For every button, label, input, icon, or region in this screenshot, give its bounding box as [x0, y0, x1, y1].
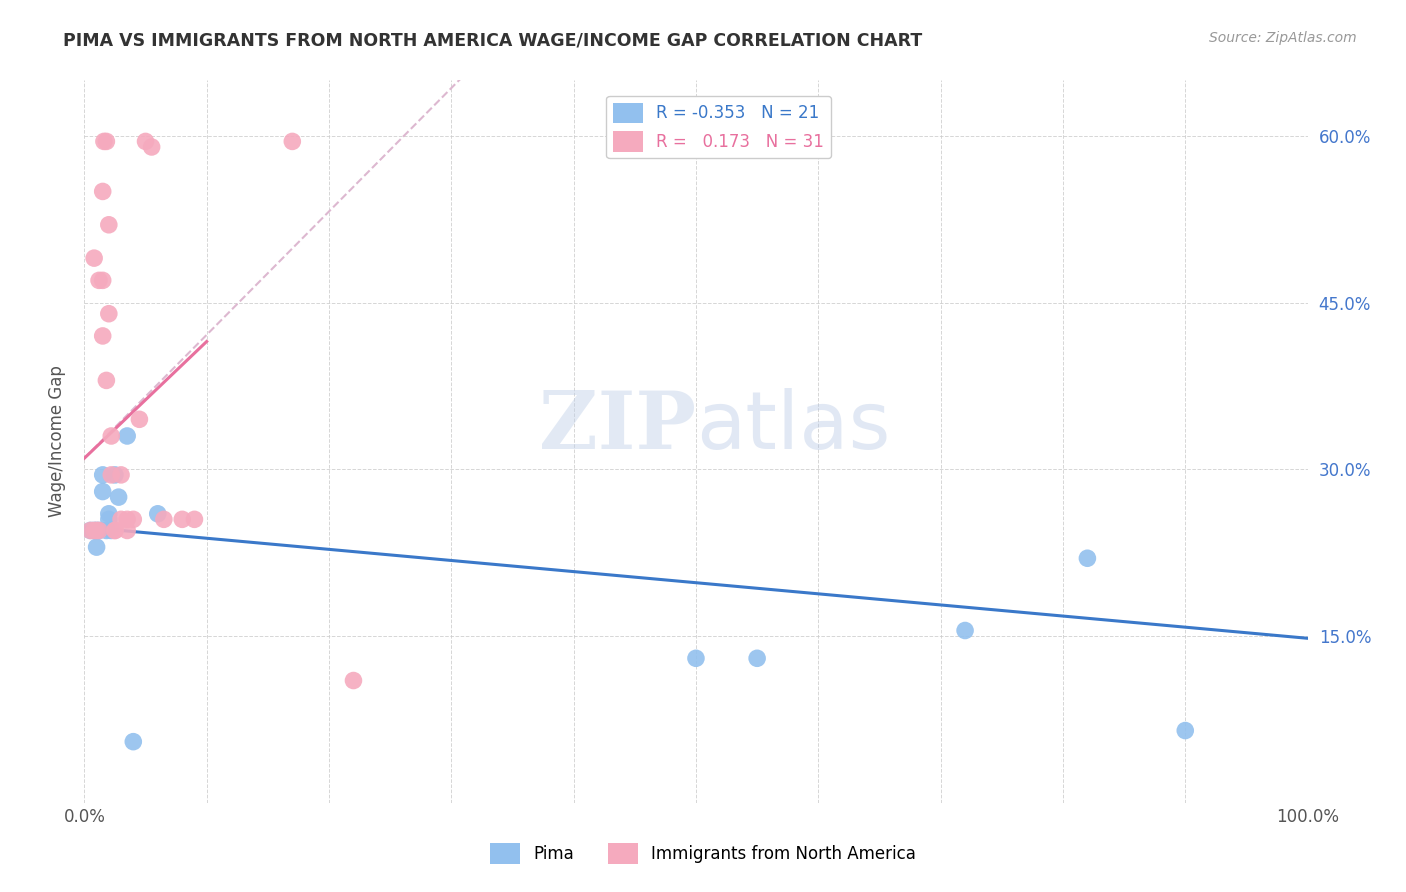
Point — [91, 329, 114, 343]
Point — [100, 467, 122, 482]
Point — [83, 524, 105, 538]
Point — [110, 512, 132, 526]
Point — [93, 135, 115, 149]
Point — [96, 524, 118, 538]
Point — [115, 429, 138, 443]
Point — [110, 467, 132, 482]
Point — [79, 524, 101, 538]
Point — [96, 373, 118, 387]
Point — [91, 467, 114, 482]
Text: ZIP: ZIP — [538, 388, 696, 467]
Point — [281, 135, 304, 149]
Point — [87, 524, 110, 538]
Point — [1076, 551, 1098, 566]
Point — [97, 218, 120, 232]
Point — [79, 524, 101, 538]
Point — [146, 507, 169, 521]
Text: PIMA VS IMMIGRANTS FROM NORTH AMERICA WAGE/INCOME GAP CORRELATION CHART: PIMA VS IMMIGRANTS FROM NORTH AMERICA WA… — [63, 31, 922, 49]
Point — [83, 524, 105, 538]
Point — [172, 512, 194, 526]
Point — [83, 251, 105, 265]
Y-axis label: Wage/Income Gap: Wage/Income Gap — [48, 366, 66, 517]
Text: Source: ZipAtlas.com: Source: ZipAtlas.com — [1209, 31, 1357, 45]
Point — [100, 524, 122, 538]
Point — [953, 624, 976, 638]
Point — [122, 734, 145, 748]
Point — [104, 524, 127, 538]
Point — [96, 135, 118, 149]
Point — [342, 673, 364, 688]
Point — [104, 467, 127, 482]
Point — [115, 512, 138, 526]
Legend: Pima, Immigrants from North America: Pima, Immigrants from North America — [484, 837, 922, 871]
Point — [86, 524, 108, 538]
Point — [104, 524, 127, 538]
Point — [86, 524, 108, 538]
Point — [128, 412, 150, 426]
Point — [1174, 723, 1197, 738]
Point — [747, 651, 769, 665]
Point — [141, 140, 163, 154]
Point — [91, 185, 114, 199]
Point — [183, 512, 205, 526]
Point — [153, 512, 176, 526]
Point — [122, 512, 145, 526]
Point — [87, 524, 110, 538]
Legend: R = -0.353   N = 21, R =   0.173   N = 31: R = -0.353 N = 21, R = 0.173 N = 31 — [606, 95, 831, 158]
Point — [97, 512, 120, 526]
Point — [135, 135, 157, 149]
Point — [100, 429, 122, 443]
Point — [91, 484, 114, 499]
Point — [115, 524, 138, 538]
Point — [107, 490, 129, 504]
Point — [91, 273, 114, 287]
Text: atlas: atlas — [696, 388, 890, 467]
Point — [97, 507, 120, 521]
Point — [86, 540, 108, 554]
Point — [685, 651, 707, 665]
Point — [97, 307, 120, 321]
Point — [87, 273, 110, 287]
